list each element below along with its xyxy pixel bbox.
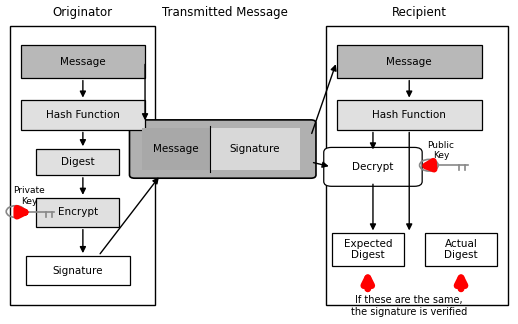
Text: Hash Function: Hash Function <box>46 110 120 120</box>
FancyBboxPatch shape <box>337 100 482 130</box>
FancyBboxPatch shape <box>210 128 300 170</box>
Text: Encrypt: Encrypt <box>57 207 98 217</box>
Text: Message: Message <box>60 57 106 66</box>
FancyBboxPatch shape <box>326 26 508 305</box>
FancyBboxPatch shape <box>425 233 497 266</box>
Text: Transmitted Message: Transmitted Message <box>162 6 289 19</box>
FancyBboxPatch shape <box>36 198 119 227</box>
FancyBboxPatch shape <box>21 45 145 78</box>
FancyBboxPatch shape <box>36 149 119 175</box>
Text: Decrypt: Decrypt <box>352 162 394 172</box>
FancyBboxPatch shape <box>130 120 316 178</box>
Text: Private
Key: Private Key <box>13 186 45 206</box>
Text: Signature: Signature <box>230 144 280 154</box>
Text: Digest: Digest <box>61 157 94 167</box>
Text: Expected
Digest: Expected Digest <box>343 239 392 260</box>
Text: Hash Function: Hash Function <box>372 110 446 120</box>
Text: Originator: Originator <box>53 6 113 19</box>
Text: Message: Message <box>386 57 432 66</box>
Text: Recipient: Recipient <box>392 6 447 19</box>
Text: Public
Key: Public Key <box>427 141 454 160</box>
FancyBboxPatch shape <box>21 100 145 130</box>
FancyBboxPatch shape <box>26 256 130 285</box>
Text: Actual
Digest: Actual Digest <box>444 239 478 260</box>
FancyBboxPatch shape <box>142 128 210 170</box>
FancyBboxPatch shape <box>324 147 422 186</box>
FancyBboxPatch shape <box>332 233 404 266</box>
FancyBboxPatch shape <box>10 26 155 305</box>
FancyBboxPatch shape <box>337 45 482 78</box>
Text: If these are the same,
the signature is verified: If these are the same, the signature is … <box>351 295 467 317</box>
Text: Message: Message <box>153 144 199 154</box>
Text: Signature: Signature <box>52 266 103 275</box>
